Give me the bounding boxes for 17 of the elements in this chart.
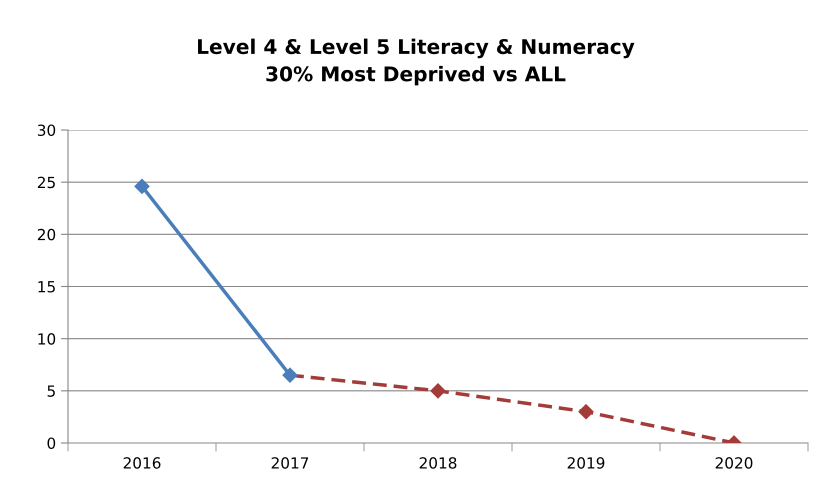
y-tick-label: 5 xyxy=(48,386,55,397)
chart-title: Level 4 & Level 5 Literacy & Numeracy 30% Most Deprived vs ALL xyxy=(198,38,634,86)
y-tick-label: 15 xyxy=(38,281,55,293)
y-tick-label: 0 xyxy=(47,437,56,450)
y-tick-label: 10 xyxy=(38,333,56,345)
point xyxy=(134,178,150,194)
point xyxy=(430,383,446,398)
x-tick-label: 2017 xyxy=(272,457,308,469)
x-tick-label: 2019 xyxy=(568,457,604,469)
x-tick-label: 2018 xyxy=(420,457,456,469)
y-tick-label: 30 xyxy=(38,124,56,136)
x-tick-label: 2020 xyxy=(716,457,752,469)
x-tick-label: 2016 xyxy=(124,457,160,469)
y-tick-label: 20 xyxy=(38,228,56,240)
point xyxy=(578,404,594,420)
y-tick-label: 25 xyxy=(38,176,55,188)
point xyxy=(282,368,298,383)
